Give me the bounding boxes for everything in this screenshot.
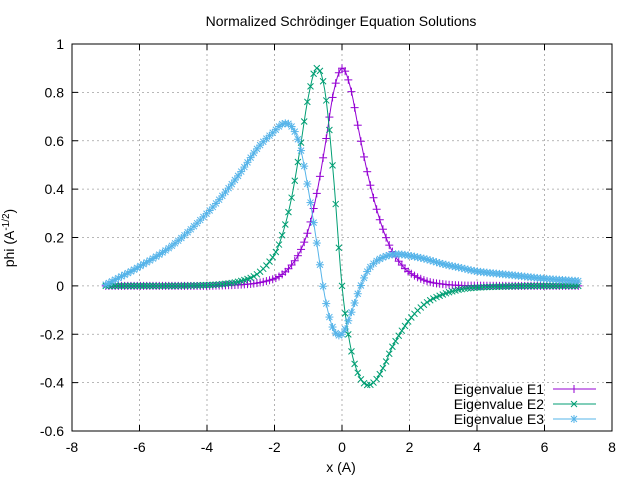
y-axis-label-main: phi (A: [1, 230, 17, 267]
y-tick-label: 0.6: [45, 133, 65, 149]
legend-label-1: Eigenvalue E1: [454, 381, 545, 397]
y-tick-label: -0.6: [40, 423, 64, 439]
y-tick-label: 0.8: [45, 84, 65, 100]
y-axis-label-end: ): [1, 209, 17, 214]
legend-label-3: Eigenvalue E3: [454, 411, 545, 427]
x-axis-label: x (A): [326, 459, 356, 475]
series-layer: [101, 64, 583, 389]
series-3-line: [105, 122, 579, 336]
series-2: [102, 64, 582, 389]
x-tick-label: 8: [608, 439, 616, 455]
y-tick-label: 1: [56, 36, 64, 52]
x-tick-label: -4: [201, 439, 214, 455]
x-tick-label: -6: [133, 439, 146, 455]
y-tick-label: 0.4: [45, 181, 65, 197]
y-tick-label: 0.2: [45, 230, 65, 246]
x-tick-label: 4: [473, 439, 481, 455]
y-axis-label: phi (A-1/2): [1, 209, 17, 267]
x-tick-label: 0: [338, 439, 346, 455]
x-tick-label: -8: [66, 439, 79, 455]
x-tick-label: 6: [541, 439, 549, 455]
y-tick-label: -0.2: [40, 326, 64, 342]
legend-label-2: Eigenvalue E2: [454, 396, 545, 412]
y-tick-label: 0: [56, 278, 64, 294]
tick-layer: -8 -6 -4 -2 0 2 4 6 8 -0.6 -0.4 -0.2 0 0.2 0.4 0.6 0.8 1: [40, 36, 616, 455]
x-tick-label: -2: [268, 439, 281, 455]
chart-title: Normalized Schrödinger Equation Solution…: [206, 13, 477, 29]
legend-marker-1: [570, 385, 578, 393]
y-axis-label-superscript: -1/2: [1, 213, 12, 231]
legend-marker-3: [570, 415, 578, 423]
series-3: [101, 119, 583, 340]
y-tick-label: -0.4: [40, 375, 64, 391]
x-tick-label: 2: [406, 439, 414, 455]
legend-marker-2: [570, 400, 578, 408]
series-2-line: [105, 67, 579, 386]
